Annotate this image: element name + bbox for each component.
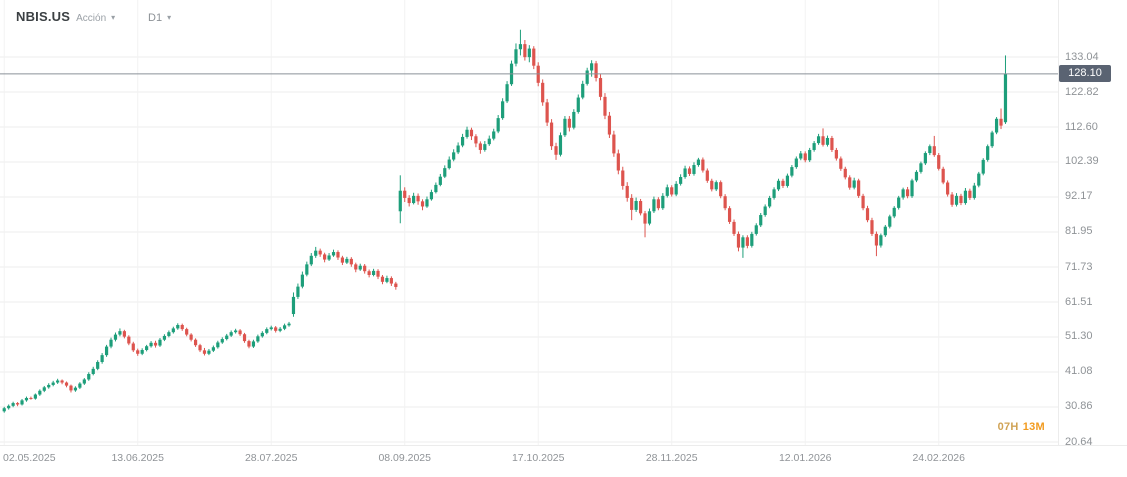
- price-tick-label: 30.86: [1065, 400, 1093, 413]
- price-axis[interactable]: 133.04 122.82 112.60 102.39 92.17 81.95 71.73 6…: [1058, 0, 1127, 448]
- countdown-minutes: 13M: [1022, 421, 1045, 433]
- price-tick-label: 81.95: [1065, 225, 1093, 238]
- price-tick-label: 133.04: [1065, 50, 1099, 63]
- instrument-header: NBIS.US Acción ▾: [16, 9, 122, 24]
- price-tick-label: 51.30: [1065, 330, 1093, 343]
- symbol-name: NBIS.US: [16, 9, 71, 24]
- price-tick-label: 20.64: [1065, 435, 1093, 448]
- time-tick-label: 24.02.2026: [912, 452, 965, 464]
- instrument-type-label: Acción: [76, 13, 107, 24]
- time-tick-label: 17.10.2025: [511, 452, 565, 464]
- price-tick-label: 92.17: [1065, 190, 1093, 203]
- price-tick-label: 122.82: [1065, 85, 1099, 98]
- price-tick-label: 71.73: [1065, 260, 1093, 273]
- current-price-badge: 128.10: [1059, 65, 1111, 83]
- timeframe-selector[interactable]: D1 ▾: [148, 12, 171, 24]
- symbol-dropdown-caret-icon[interactable]: ▾: [111, 13, 116, 22]
- price-tick-label: 61.51: [1065, 295, 1093, 308]
- time-tick-label: 13.06.2025: [111, 452, 164, 464]
- countdown-hours: 07H: [997, 421, 1019, 433]
- time-tick-label: 08.09.2025: [378, 452, 431, 464]
- time-tick-label: 02.05.2025: [3, 452, 56, 464]
- time-axis[interactable]: 02.05.2025 13.06.2025 28.07.2025 08.09.2025…: [0, 445, 1127, 477]
- time-tick-label: 12.01.2026: [778, 452, 832, 464]
- price-tick-label: 41.08: [1065, 365, 1093, 378]
- price-tick-label: 112.60: [1065, 120, 1098, 133]
- timeframe-label: D1: [148, 12, 163, 24]
- price-tick-label: 102.39: [1065, 155, 1099, 168]
- timeframe-dropdown-caret-icon[interactable]: ▾: [167, 13, 172, 22]
- time-tick-label: 28.11.2025: [645, 452, 698, 464]
- time-tick-label: 28.07.2025: [244, 452, 298, 464]
- market-countdown: 07H 13M: [998, 421, 1045, 433]
